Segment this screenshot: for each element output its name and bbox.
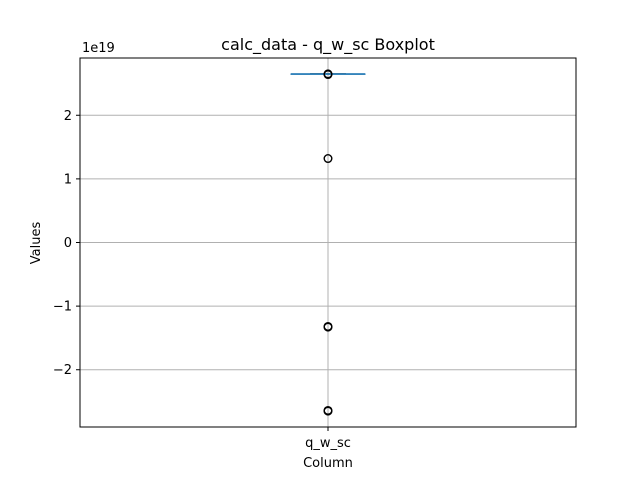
outlier-point [323, 154, 333, 164]
tick-layer: −2 −1 0 1 2 q_w_sc [53, 109, 351, 451]
chart-title: calc_data - q_w_sc Boxplot [221, 35, 435, 55]
box-layer [290, 73, 366, 75]
y-tick-label: 0 [64, 236, 72, 251]
outlier-point [323, 406, 333, 416]
x-axis-label: Column [303, 456, 353, 471]
outlier-point [323, 322, 333, 332]
y-tick-label: 2 [64, 109, 72, 124]
outlier-point [323, 70, 333, 80]
y-tick-label: 1 [64, 172, 72, 187]
outlier-layer [323, 69, 333, 416]
y-offset-text: 1e19 [82, 41, 115, 56]
y-axis-label: Values [29, 222, 44, 265]
grid-layer [80, 58, 576, 427]
y-tick-label: −1 [53, 300, 72, 315]
x-tick-label: q_w_sc [305, 436, 351, 451]
y-tick-label: −2 [53, 363, 72, 378]
